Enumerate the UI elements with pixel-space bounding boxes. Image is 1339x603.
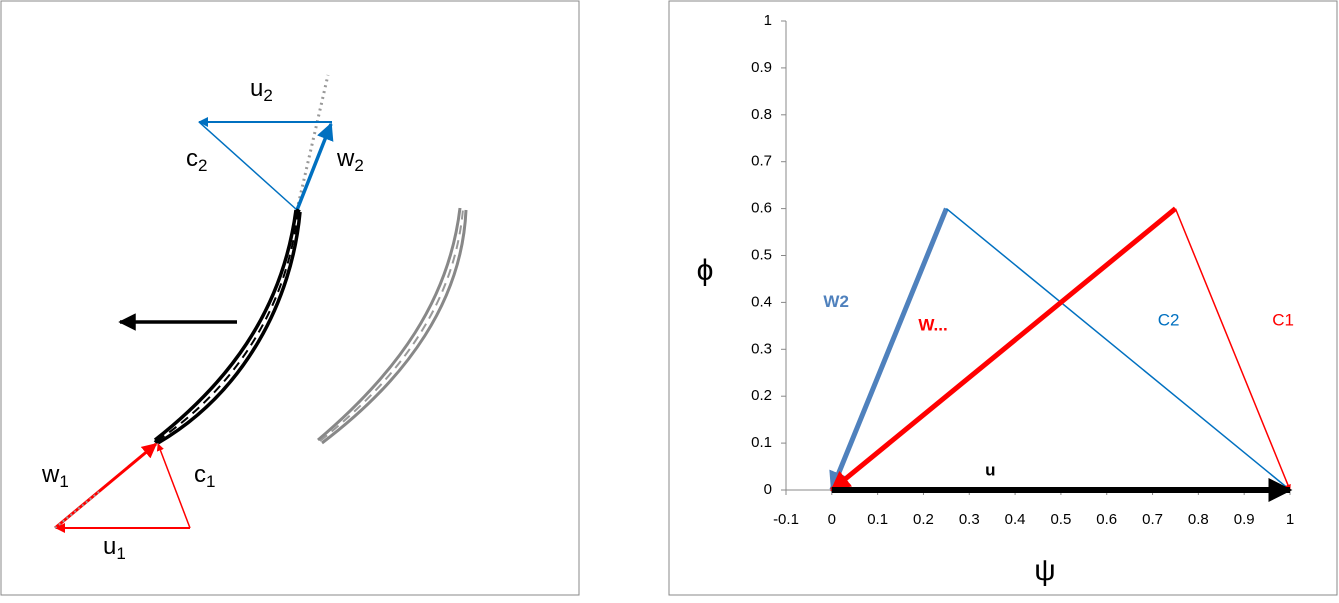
x-axis-title: ψ (1034, 554, 1055, 587)
y-tick-label: 1 (764, 12, 772, 29)
y-tick-label: 0.6 (751, 200, 772, 217)
series-line (830, 206, 1178, 492)
y-tick-label: 0.1 (751, 434, 772, 451)
series-label: C2 (1158, 311, 1180, 330)
x-tick-label: 0.8 (1188, 511, 1209, 528)
label-sub: 2 (354, 156, 363, 175)
chart-frame (668, 0, 1338, 596)
x-tick-label: 0.6 (1096, 511, 1117, 528)
series-label: W... (918, 315, 947, 334)
y-axis-title: ϕ (697, 254, 714, 287)
series-line (945, 208, 1291, 491)
x-tick-label: 0.2 (913, 511, 934, 528)
blade (153, 208, 302, 445)
x-tick-label: 0.3 (959, 511, 980, 528)
label-main: w (336, 145, 355, 172)
y-tick-label: 0.2 (751, 387, 772, 404)
x-tick-label: 0 (828, 511, 836, 528)
label-c1: c1 (194, 461, 215, 491)
blade-axis (295, 74, 330, 211)
y-tick-label: 0.5 (751, 246, 772, 263)
chart: 00.10.20.30.40.50.60.70.80.91-0.1 0 0.1 0.2… (751, 12, 1294, 528)
label-main: u (250, 75, 263, 102)
x-tick-label: -0.1 (773, 511, 799, 528)
vector-c1 (156, 443, 191, 529)
blade-camber (156, 210, 299, 442)
label-sub: 2 (263, 86, 272, 105)
neighbor-blade (317, 207, 468, 445)
x-tick-label: 0.5 (1050, 511, 1071, 528)
series-line (829, 207, 949, 492)
label-c2: c2 (186, 145, 207, 175)
y-tick-label: 0.7 (751, 153, 772, 170)
y-tick-label: 0.3 (751, 340, 772, 357)
label-main: w (41, 461, 60, 488)
x-tick-label: 0.7 (1142, 511, 1163, 528)
vector-w2 (295, 122, 334, 211)
label-main: u (103, 533, 116, 560)
label-sub: 2 (198, 156, 207, 175)
x-tick-label: 0.1 (867, 511, 888, 528)
label-main: c (186, 145, 198, 172)
y-tick-label: 0.4 (751, 293, 772, 310)
x-tick-label: 0.4 (1005, 511, 1026, 528)
y-tick-label: 0.8 (751, 106, 772, 123)
label-main: c (194, 461, 206, 488)
y-tick-label: 0 (764, 481, 772, 498)
series-line (1174, 208, 1291, 491)
x-tick-label: 1 (1286, 511, 1294, 528)
x-tick-label: 0.9 (1234, 511, 1255, 528)
label-w2: w2 (336, 145, 364, 175)
label-u2: u2 (250, 75, 273, 105)
label-u1: u1 (103, 533, 126, 563)
series-label: C1 (1272, 311, 1294, 330)
label-sub: 1 (116, 544, 125, 563)
vector-c2 (198, 121, 298, 211)
diagram-frame (0, 0, 580, 596)
series-label: W2 (823, 292, 849, 311)
diagram: u2 c2 w2 w1 c1 u1 (41, 74, 468, 563)
series-label: u (985, 461, 995, 480)
label-sub: 1 (59, 472, 68, 491)
neighbor-camber (319, 208, 464, 442)
label-w1: w1 (41, 461, 69, 491)
label-sub: 1 (206, 472, 215, 491)
y-tick-label: 0.9 (751, 59, 772, 76)
